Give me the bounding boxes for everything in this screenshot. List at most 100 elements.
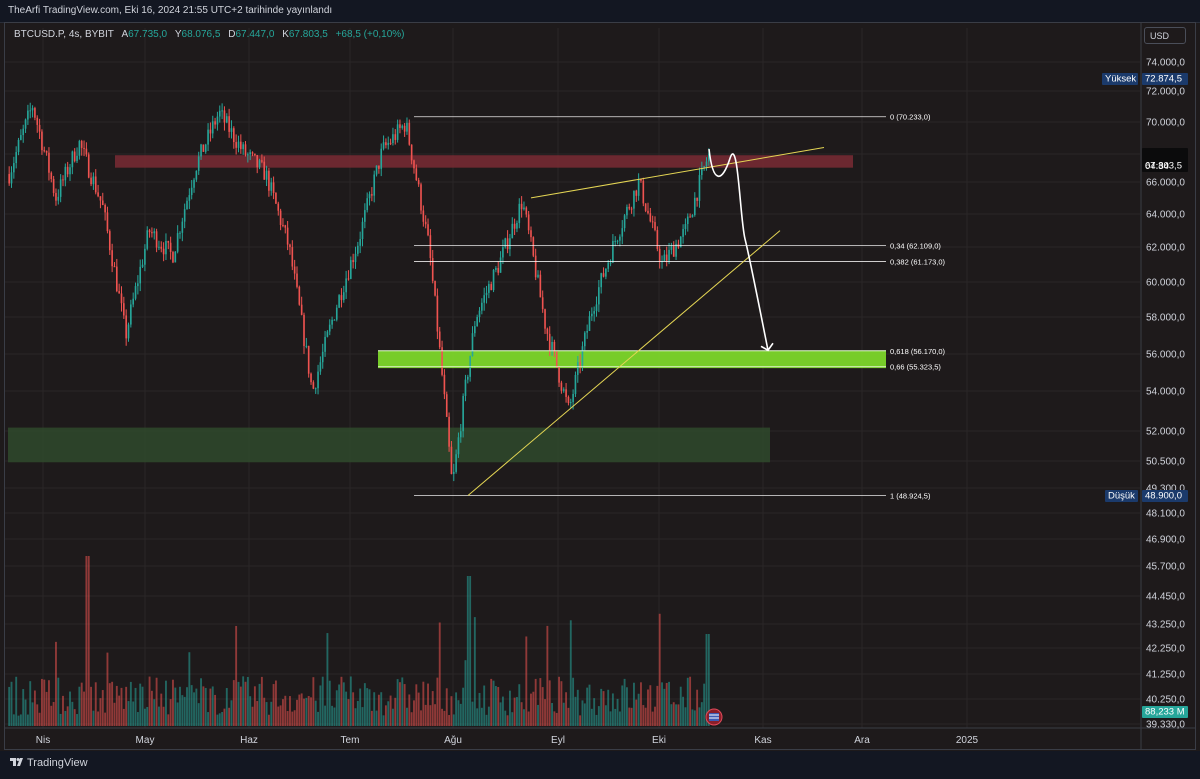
- candle-body: [539, 274, 542, 298]
- volume-bar: [607, 689, 610, 726]
- open-value: 67.735,0: [128, 29, 168, 40]
- candle-body: [509, 238, 511, 250]
- volume-bar: [565, 692, 568, 726]
- volume-bar: [120, 687, 123, 726]
- volume-tag: 88,233 M: [1142, 706, 1188, 718]
- volume-bar: [651, 711, 654, 726]
- volume-bar: [90, 686, 93, 726]
- volume-bar: [523, 709, 525, 726]
- candle-body: [476, 317, 478, 327]
- candle-body: [237, 141, 240, 148]
- candle-body: [481, 302, 483, 311]
- volume-bar: [380, 692, 383, 726]
- candle-body: [569, 402, 572, 404]
- y-tick-label: 66.000,0: [1146, 178, 1185, 189]
- volume-bar: [298, 694, 301, 726]
- volume-bar: [286, 711, 289, 726]
- candle-body: [466, 376, 469, 380]
- volume-bar: [169, 699, 172, 726]
- fib-label: 0,382 (61.173,0): [890, 257, 946, 266]
- trendline-upper: [530, 147, 825, 199]
- zones: [8, 155, 886, 463]
- candle-body: [361, 221, 364, 239]
- volume-bar: [572, 677, 575, 726]
- volume-bar: [574, 696, 577, 726]
- volume-bar: [593, 698, 596, 726]
- candle-body: [396, 124, 399, 140]
- volume-bar: [176, 702, 179, 726]
- volume-bar: [253, 686, 256, 726]
- volume-bar: [310, 697, 312, 726]
- volume-bar: [679, 686, 682, 726]
- volume-bar: [249, 696, 252, 726]
- currency-button[interactable]: USD: [1144, 27, 1186, 44]
- candle-body: [247, 154, 249, 156]
- x-tick-label: Eki: [652, 735, 666, 746]
- volume-bar: [347, 699, 350, 726]
- volume-bar: [73, 709, 76, 726]
- candle-body: [188, 195, 191, 201]
- zone-fib-golden: [378, 350, 886, 369]
- candle-body: [371, 194, 373, 196]
- tradingview-logo[interactable]: TradingView: [10, 757, 88, 769]
- candle-body: [277, 203, 280, 211]
- volume-bar: [455, 692, 458, 726]
- volume-bar: [359, 688, 362, 726]
- candle-body: [202, 144, 205, 152]
- candle-body: [31, 108, 34, 111]
- candle-body: [272, 182, 275, 193]
- volume-bar: [663, 688, 666, 726]
- candle-body: [195, 170, 198, 180]
- volume-bar: [448, 715, 451, 726]
- candle-body: [511, 223, 514, 239]
- volume-bar: [223, 708, 226, 726]
- projection-curve: [708, 148, 769, 351]
- candle-body: [347, 278, 350, 280]
- high-marker-label-text: Yüksek: [1105, 74, 1136, 85]
- volume-bar: [389, 695, 392, 726]
- trendline-lower: [467, 230, 781, 496]
- symbol-name[interactable]: BTCUSD.P, 4s, BYBIT: [14, 29, 114, 40]
- volume-bar: [157, 706, 160, 726]
- volume-bar: [48, 680, 50, 726]
- volume-bar: [97, 711, 100, 726]
- volume-bar: [193, 692, 195, 726]
- candle-body: [104, 205, 106, 213]
- volume-bar: [202, 686, 205, 726]
- volume-bar: [429, 705, 432, 726]
- last-price-tag-bg: [1142, 148, 1188, 172]
- volume-bar: [326, 633, 329, 726]
- close-value: 67.803,5: [288, 29, 328, 40]
- candle-body: [244, 144, 247, 155]
- candle-body: [71, 151, 74, 168]
- volume-bar: [640, 682, 642, 726]
- candle-body: [27, 110, 29, 120]
- volume-bar: [618, 711, 621, 726]
- volume-bar: [216, 714, 219, 726]
- candle-body: [284, 225, 287, 228]
- volume-bar: [469, 576, 472, 726]
- projection-path: [708, 148, 774, 352]
- chart-canvas[interactable]: 0 (70.233,0) 0,34 (62.109,0) 0,382 (61.173…: [0, 0, 1200, 751]
- candle-body: [647, 210, 649, 214]
- volume-bar: [43, 679, 46, 726]
- volume-bar: [150, 690, 153, 726]
- candle-body: [169, 242, 172, 252]
- volume-bar: [588, 684, 591, 726]
- candle-body: [48, 152, 50, 173]
- y-tick-label: 49.300,0: [1146, 484, 1185, 495]
- volume-bar: [354, 708, 357, 726]
- candle-body: [216, 116, 219, 125]
- candle-body: [335, 307, 338, 320]
- volume-bar: [396, 679, 399, 726]
- volume-bar: [649, 685, 652, 726]
- volume-bar: [602, 691, 605, 726]
- volume-bar: [569, 620, 572, 726]
- candle-body: [684, 223, 687, 229]
- candle-body: [658, 248, 661, 262]
- candle-body: [153, 231, 156, 234]
- volume-bar: [516, 697, 518, 726]
- volume-bar: [637, 693, 640, 726]
- candle-body: [532, 237, 535, 256]
- volume-bar: [101, 690, 104, 726]
